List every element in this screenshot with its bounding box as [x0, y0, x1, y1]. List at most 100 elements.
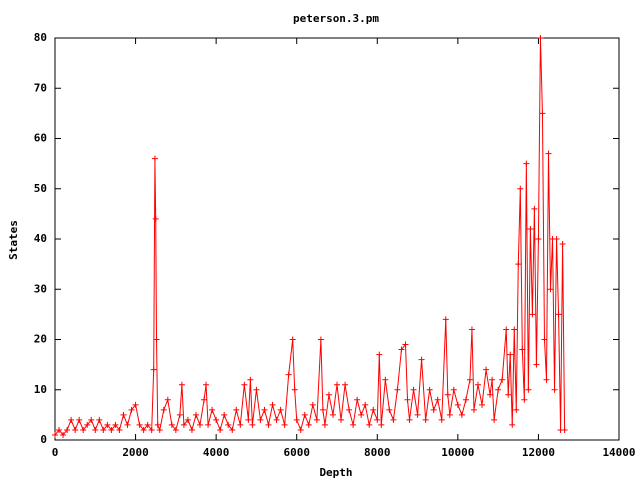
- point-marker: [329, 411, 336, 418]
- point-marker: [458, 411, 465, 418]
- point-marker: [545, 150, 552, 157]
- point-marker: [422, 416, 429, 423]
- point-marker: [446, 411, 453, 418]
- point-marker: [521, 396, 528, 403]
- point-marker: [151, 155, 158, 162]
- point-marker: [64, 426, 71, 433]
- point-marker: [209, 406, 216, 413]
- point-marker: [479, 401, 486, 408]
- point-marker: [80, 426, 87, 433]
- point-marker: [402, 341, 409, 348]
- point-marker: [197, 421, 204, 428]
- point-marker: [184, 416, 191, 423]
- point-marker: [305, 421, 312, 428]
- point-marker: [346, 406, 353, 413]
- point-marker: [148, 426, 155, 433]
- point-marker: [539, 110, 546, 117]
- point-marker: [96, 416, 103, 423]
- point-marker: [317, 336, 324, 343]
- point-marker: [386, 406, 393, 413]
- point-marker: [56, 426, 63, 433]
- point-marker: [217, 426, 224, 433]
- point-marker: [529, 311, 536, 318]
- point-marker: [249, 421, 256, 428]
- point-marker: [52, 431, 58, 438]
- point-marker: [104, 421, 111, 428]
- point-marker: [338, 416, 345, 423]
- point-marker: [438, 416, 445, 423]
- y-tick-label: 0: [40, 433, 47, 446]
- x-tick-label: 10000: [441, 446, 474, 459]
- point-marker: [541, 336, 548, 343]
- point-marker: [370, 406, 377, 413]
- x-axis-label: Depth: [319, 466, 352, 479]
- point-marker: [362, 401, 369, 408]
- point-marker: [136, 421, 143, 428]
- point-marker: [68, 416, 75, 423]
- point-marker: [277, 406, 284, 413]
- point-marker: [124, 421, 131, 428]
- point-marker: [154, 421, 161, 428]
- point-marker: [334, 381, 340, 388]
- point-marker: [491, 416, 498, 423]
- point-marker: [495, 386, 502, 393]
- point-marker: [72, 426, 79, 433]
- point-marker: [301, 411, 308, 418]
- y-tick-label: 30: [34, 282, 47, 295]
- point-marker: [273, 416, 280, 423]
- point-marker: [237, 421, 244, 428]
- point-marker: [144, 421, 151, 428]
- point-marker: [410, 386, 417, 393]
- point-marker: [229, 426, 236, 433]
- point-marker: [150, 366, 157, 373]
- point-marker: [193, 411, 199, 418]
- y-tick-label: 80: [34, 31, 47, 44]
- point-marker: [515, 261, 522, 268]
- point-marker: [313, 416, 320, 423]
- point-marker: [257, 416, 264, 423]
- point-marker: [555, 311, 562, 318]
- point-marker: [434, 396, 441, 403]
- point-marker: [442, 316, 449, 323]
- point-marker: [499, 376, 506, 383]
- point-marker: [153, 336, 160, 343]
- point-marker: [203, 381, 210, 388]
- point-marker: [507, 351, 514, 358]
- x-tick-label: 14000: [602, 446, 635, 459]
- point-marker: [519, 346, 526, 353]
- point-marker: [164, 396, 171, 403]
- point-marker: [450, 386, 457, 393]
- point-marker: [253, 386, 260, 393]
- point-marker: [483, 366, 490, 373]
- y-tick-label: 40: [34, 232, 47, 245]
- y-tick-label: 50: [34, 182, 47, 195]
- point-marker: [513, 406, 520, 413]
- point-marker: [293, 416, 300, 423]
- point-marker: [221, 411, 228, 418]
- point-marker: [547, 286, 554, 293]
- point-marker: [261, 406, 268, 413]
- y-tick-label: 70: [34, 81, 47, 94]
- point-marker: [205, 421, 212, 428]
- point-marker: [468, 326, 475, 333]
- point-marker: [309, 401, 316, 408]
- point-marker: [509, 421, 516, 428]
- point-marker: [533, 361, 540, 368]
- point-marker: [418, 356, 425, 363]
- point-marker: [505, 391, 512, 398]
- y-tick-label: 20: [34, 333, 47, 346]
- x-tick-label: 4000: [203, 446, 230, 459]
- point-marker: [475, 381, 481, 388]
- data-line: [54, 37, 566, 436]
- y-tick-label: 10: [34, 383, 47, 396]
- point-marker: [354, 396, 361, 403]
- point-marker: [245, 416, 252, 423]
- point-marker: [265, 421, 272, 428]
- point-marker: [376, 351, 383, 358]
- point-marker: [132, 401, 139, 408]
- point-marker: [76, 416, 83, 423]
- point-marker: [398, 346, 405, 353]
- point-marker: [152, 215, 159, 222]
- point-marker: [281, 421, 288, 428]
